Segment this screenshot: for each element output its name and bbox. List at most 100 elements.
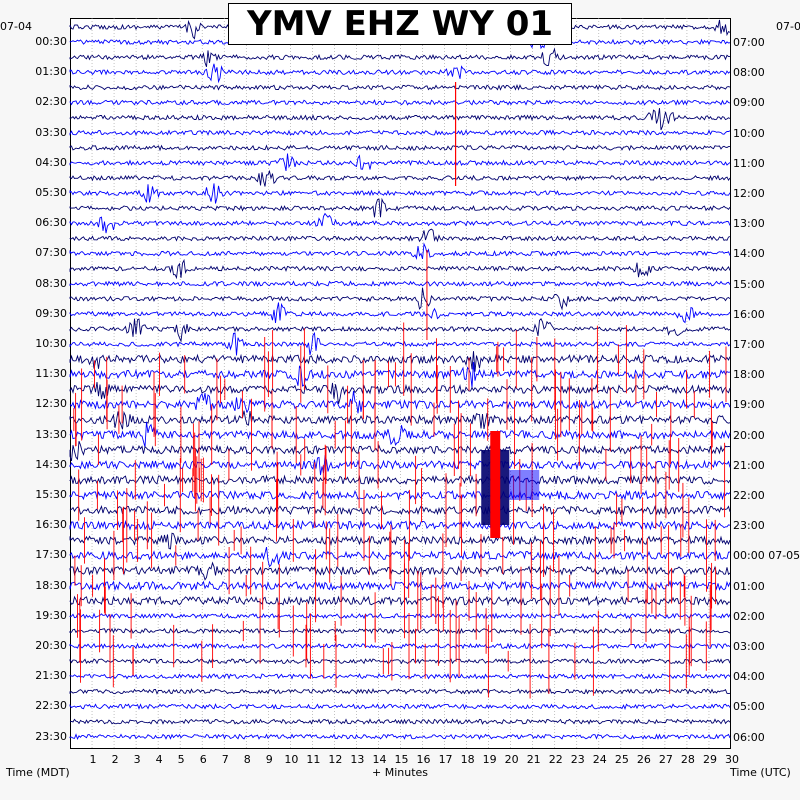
minute-tick-label: 17: [438, 753, 453, 766]
trace-row: [69, 84, 731, 91]
minute-tick-label: 27: [658, 753, 673, 766]
left-tick-label: 18:30: [35, 578, 67, 592]
trace-row: [69, 673, 731, 680]
left-tick-label: 02:30: [35, 95, 67, 109]
left-tick-label: 00:30: [35, 35, 67, 48]
trace-row: [69, 280, 731, 288]
left-tick-label: 16:30: [35, 518, 67, 532]
chart-title: YMV EHZ WY 01: [228, 3, 572, 45]
trace-row: [69, 47, 730, 67]
minute-tick-label: 9: [265, 753, 273, 766]
left-tick-label: 07:30: [35, 246, 67, 260]
trace-row: [69, 595, 731, 607]
trace-row: [69, 361, 731, 388]
minute-tick-label: 14: [372, 753, 387, 766]
right-tick-label: 18:00: [733, 368, 765, 382]
trace-row: [69, 63, 731, 84]
trace-row: [69, 242, 731, 260]
minute-tick-label: 19: [482, 753, 497, 766]
left-tick-label: 17:30: [35, 548, 67, 562]
left-tick-label: 01:30: [35, 65, 67, 79]
left-tick-label: 23:30: [35, 729, 67, 743]
trace-row: [69, 627, 731, 635]
trace-row: [69, 351, 731, 372]
right-tick-label: 17:00: [733, 338, 765, 351]
right-tick-label: 21:00: [733, 458, 765, 472]
trace-row: [69, 183, 731, 204]
left-tick-label: 08:30: [35, 276, 67, 290]
right-tick-label: 12:00: [733, 187, 765, 200]
minute-tick-label: 8: [243, 753, 251, 766]
minute-tick-label: 4: [155, 753, 163, 766]
trace-row: [69, 688, 731, 695]
left-axis-label: Time (MDT): [6, 766, 70, 779]
right-tick-label: 05:00: [733, 700, 765, 714]
trace-row: [69, 228, 731, 243]
trace-row: [69, 718, 731, 725]
trace-row: [69, 532, 731, 550]
trace-row: [69, 99, 731, 106]
left-tick-label: 06:30: [35, 216, 67, 230]
minute-tick-label: 26: [636, 753, 651, 766]
left-tick-label: 13:30: [35, 427, 67, 441]
right-tick-label: 11:00: [733, 156, 765, 170]
trace-row: [69, 612, 731, 620]
minute-tick-label: 18: [460, 753, 475, 766]
left-tick-label: 10:30: [35, 337, 67, 350]
left-tick-label: 21:30: [35, 669, 67, 683]
trace-row: [69, 153, 731, 171]
trace-row: [69, 197, 731, 218]
trace-row: [69, 561, 731, 581]
trace-row: [69, 658, 731, 665]
trace-row: [69, 331, 731, 356]
trace-row: [69, 546, 731, 568]
trace-row: [69, 391, 731, 414]
trace-row: [69, 642, 731, 650]
right-tick-label: 09:00: [733, 96, 765, 110]
right-axis-label: Time (UTC): [730, 766, 791, 779]
trace-row: [69, 474, 731, 486]
right-tick-label: 03:00: [733, 640, 765, 653]
trace-row: [69, 258, 731, 280]
right-start-date: 07-0: [776, 20, 800, 33]
left-tick-label: 19:30: [35, 608, 67, 622]
minute-tick-label: 12: [328, 753, 343, 766]
right-tick-label: 16:00: [733, 307, 765, 321]
minute-tick-label: 29: [702, 753, 717, 766]
right-tick-label: 20:00: [733, 428, 765, 442]
minute-tick-label: 13: [350, 753, 365, 766]
minute-tick-label: 15: [394, 753, 409, 766]
trace-row: [69, 454, 731, 476]
right-tick-label: 10:00: [733, 126, 765, 140]
right-tick-label: 22:00: [733, 489, 765, 502]
trace-row: [69, 129, 731, 136]
left-tick-label: 14:30: [35, 457, 67, 471]
trace-row: [69, 580, 731, 592]
minute-tick-label: 5: [177, 753, 185, 766]
minute-tick-label: 1: [89, 753, 97, 766]
minute-tick-label: 7: [221, 753, 229, 766]
trace-row: [69, 169, 731, 187]
trace-row: [69, 440, 731, 462]
minute-tick-label: 28: [680, 753, 695, 766]
trace-row: [69, 421, 731, 448]
right-tick-label: 14:00: [733, 247, 765, 261]
right-tick-label: 07:00: [733, 36, 765, 49]
trace-row: [69, 287, 731, 311]
left-tick-label: 20:30: [35, 639, 67, 652]
trace-row: [69, 703, 731, 710]
left-tick-label: 05:30: [35, 186, 67, 199]
minute-tick-label: 25: [614, 753, 629, 766]
x-axis-label: + Minutes: [372, 766, 429, 779]
trace-row: [69, 212, 731, 234]
minute-tick-label: 16: [416, 753, 431, 766]
minute-tick-label: 22: [548, 753, 563, 766]
minute-tick-label: 3: [133, 753, 141, 766]
left-tick-label: 11:30: [35, 367, 67, 381]
trace-row: [69, 318, 731, 343]
right-tick-label: 19:00: [733, 398, 765, 412]
minute-tick-label: 23: [570, 753, 585, 766]
minute-tick-label: 20: [504, 753, 519, 766]
left-tick-label: 03:30: [35, 125, 67, 139]
